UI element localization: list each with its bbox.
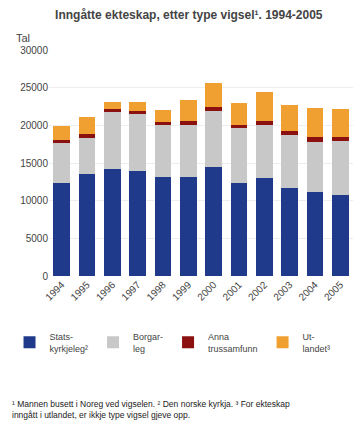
svg-text:2001: 2001 bbox=[220, 279, 244, 303]
svg-text:1999: 1999 bbox=[170, 279, 194, 303]
svg-text:Stats-kyrkjeleg²: Stats-kyrkjeleg² bbox=[50, 332, 89, 354]
svg-text:2002: 2002 bbox=[246, 279, 270, 303]
svg-text:1997: 1997 bbox=[119, 279, 143, 303]
svg-text:10000: 10000 bbox=[20, 195, 48, 206]
svg-text:Borgar-leg: Borgar-leg bbox=[133, 332, 163, 354]
svg-text:1998: 1998 bbox=[144, 279, 168, 303]
svg-text:2003: 2003 bbox=[271, 279, 295, 303]
svg-text:5000: 5000 bbox=[26, 233, 49, 244]
svg-text:15000: 15000 bbox=[20, 158, 48, 169]
svg-text:Annatrussamfunn: Annatrussamfunn bbox=[208, 332, 258, 354]
svg-text:1996: 1996 bbox=[94, 279, 118, 303]
svg-text:25000: 25000 bbox=[20, 82, 48, 93]
svg-text:Ut-landet³: Ut-landet³ bbox=[303, 332, 331, 354]
svg-text:¹ Mannen busett i Noreg ved vi: ¹ Mannen busett i Noreg ved vigselen. ² … bbox=[12, 399, 290, 420]
svg-text:Tal: Tal bbox=[16, 32, 30, 44]
svg-text:20000: 20000 bbox=[20, 120, 48, 131]
svg-text:2004: 2004 bbox=[296, 279, 320, 303]
svg-text:30000: 30000 bbox=[20, 45, 48, 56]
svg-text:1994: 1994 bbox=[43, 279, 67, 303]
svg-text:0: 0 bbox=[42, 271, 48, 282]
svg-text:1995: 1995 bbox=[68, 279, 92, 303]
svg-text:Inngåtte ekteskap, etter type: Inngåtte ekteskap, etter type vigsel¹. 1… bbox=[55, 8, 323, 22]
svg-text:2005: 2005 bbox=[322, 279, 346, 303]
svg-text:2000: 2000 bbox=[195, 279, 219, 303]
